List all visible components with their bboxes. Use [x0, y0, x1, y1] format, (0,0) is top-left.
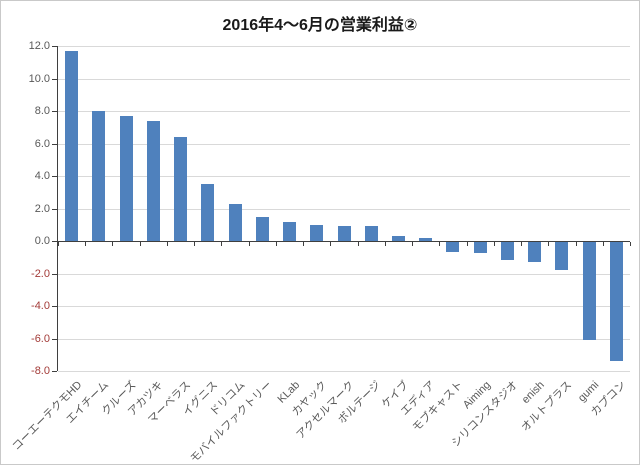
x-axis-tick — [58, 242, 59, 246]
y-axis-label: 8.0 — [34, 105, 50, 117]
x-axis-tick — [85, 242, 87, 246]
y-axis-tick — [52, 176, 57, 177]
bar-18 — [555, 242, 569, 270]
chart-title: 2016年4～6月の営業利益② — [222, 17, 418, 34]
bar-17 — [528, 242, 542, 262]
y-axis-label: 2.0 — [34, 202, 50, 215]
gridline — [58, 208, 630, 210]
y-axis-line — [57, 46, 58, 371]
bar-3 — [146, 120, 160, 241]
x-axis-line — [57, 241, 630, 242]
x-axis-tick — [139, 242, 141, 246]
x-axis-tick — [166, 242, 168, 246]
plot-area: 12.0 10.0 8.0 6.0 4.0 2.0 0.0 -2.0 -4.0 -6.0 -8.0 コ… — [10, 40, 631, 464]
y-axis-tick — [52, 143, 57, 145]
x-axis-tick — [548, 242, 550, 246]
x-axis-tick — [384, 242, 386, 246]
gridline — [58, 371, 630, 372]
bar-19 — [582, 242, 596, 340]
bar-16 — [500, 242, 514, 260]
y-axis-tick — [52, 208, 57, 210]
y-axis-label: 12.0 — [28, 40, 50, 52]
x-axis-tick — [412, 242, 414, 246]
gridline — [58, 306, 630, 307]
y-axis-label: 6.0 — [34, 137, 50, 150]
bar-13 — [419, 237, 433, 241]
x-axis-tick — [330, 242, 332, 246]
y-axis-label: -6.0 — [31, 332, 50, 345]
gridline — [58, 273, 630, 275]
gridline — [58, 111, 630, 112]
bar-11 — [364, 226, 378, 241]
x-axis-tick — [521, 242, 523, 246]
bar-1 — [92, 111, 106, 241]
y-axis-label: 0.0 — [34, 235, 50, 247]
bar-12 — [391, 236, 405, 241]
x-axis-tick — [630, 242, 631, 246]
bar-5 — [201, 184, 215, 241]
bar-9 — [310, 224, 324, 241]
bar-20 — [609, 242, 623, 361]
x-axis-tick — [112, 242, 114, 246]
x-axis-tick — [493, 242, 495, 246]
y-axis-tick — [52, 338, 57, 340]
y-axis-tick — [52, 46, 57, 47]
x-axis-tick — [248, 242, 250, 246]
bar-0 — [65, 50, 79, 241]
y-axis-label: 4.0 — [34, 170, 50, 182]
bar-14 — [446, 242, 460, 252]
x-axis-tick — [466, 242, 468, 246]
bar-7 — [255, 216, 269, 241]
bar-6 — [228, 203, 242, 241]
x-axis-tick — [357, 242, 359, 246]
y-axis-tick — [52, 371, 57, 372]
y-axis-label: -8.0 — [31, 365, 50, 377]
gridline — [58, 46, 630, 47]
y-axis-tick — [52, 78, 57, 80]
bar-2 — [119, 115, 133, 241]
bar-10 — [337, 226, 351, 241]
bar-8 — [283, 221, 297, 241]
x-axis-tick — [194, 242, 196, 246]
y-axis-tick — [52, 241, 57, 242]
y-axis-label: -4.0 — [31, 300, 50, 312]
x-axis-tick — [275, 242, 277, 246]
x-axis-tick — [221, 242, 223, 246]
y-axis-label: -2.0 — [31, 267, 50, 280]
x-axis-tick — [439, 242, 441, 246]
y-axis-tick — [52, 111, 57, 112]
x-axis-tick — [602, 242, 604, 246]
y-axis-tick — [52, 273, 57, 275]
gridline — [58, 176, 630, 177]
y-axis-label: 10.0 — [28, 72, 50, 85]
bar-4 — [174, 137, 188, 241]
gridline — [58, 338, 630, 340]
bar-15 — [473, 242, 487, 254]
gridline — [58, 78, 630, 80]
x-axis-tick — [575, 242, 577, 246]
x-axis-tick — [303, 242, 305, 246]
y-axis-tick — [52, 306, 57, 307]
gridline — [58, 143, 630, 145]
